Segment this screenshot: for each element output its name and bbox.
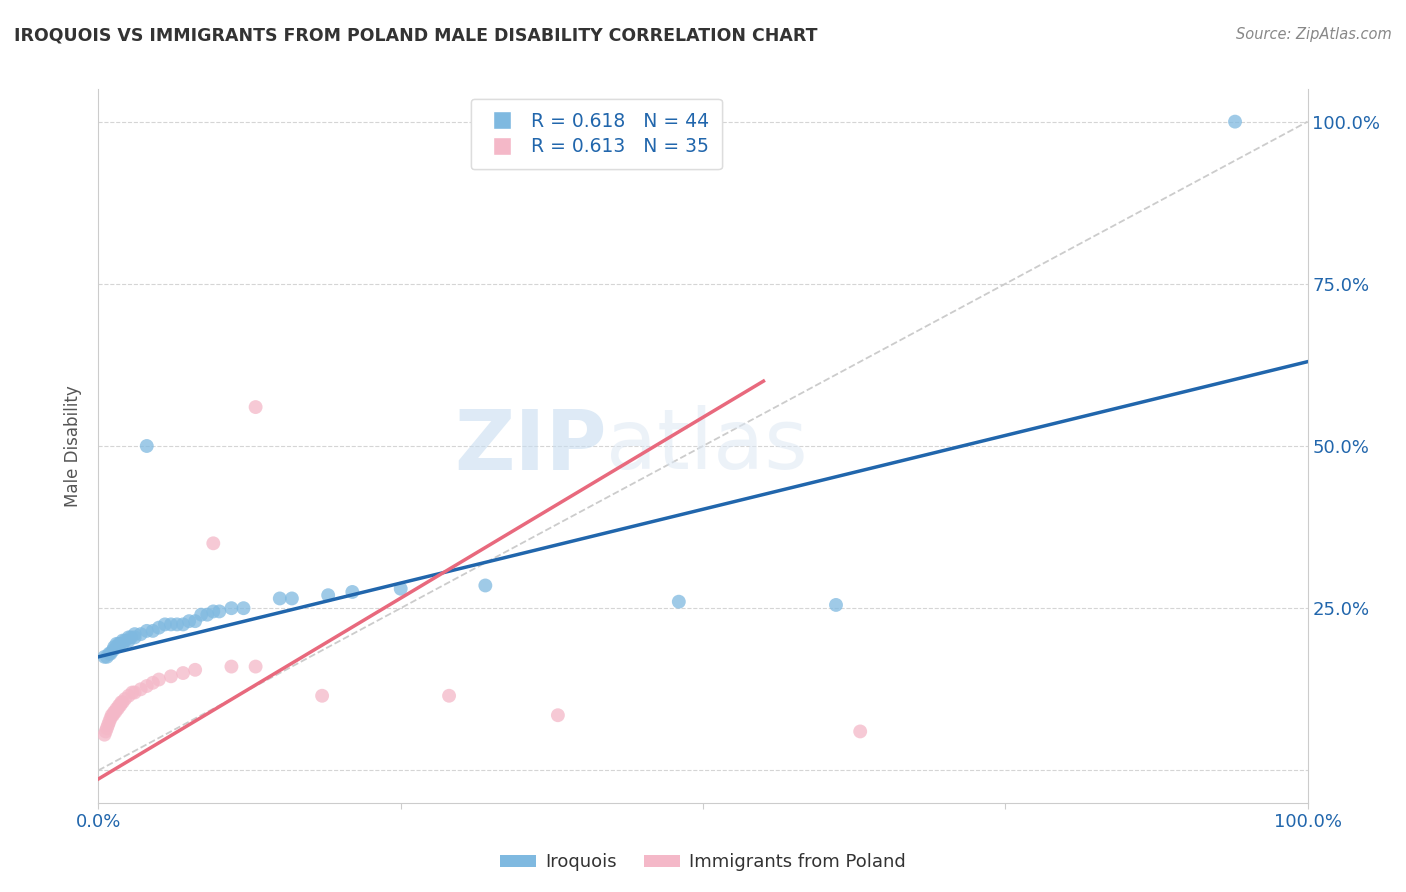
Point <box>316 588 339 602</box>
Point <box>232 601 254 615</box>
Point <box>135 624 157 638</box>
Text: Source: ZipAtlas.com: Source: ZipAtlas.com <box>1236 27 1392 42</box>
Point <box>221 601 243 615</box>
Point <box>98 714 121 729</box>
Point <box>172 666 194 681</box>
Point <box>124 685 146 699</box>
Point <box>245 659 267 673</box>
Point <box>118 633 141 648</box>
Point <box>108 637 131 651</box>
Legend: R = 0.618   N = 44, R = 0.613   N = 35: R = 0.618 N = 44, R = 0.613 N = 35 <box>471 99 721 169</box>
Point <box>208 604 231 618</box>
Point <box>166 617 188 632</box>
Point <box>103 705 125 719</box>
Point <box>97 718 120 732</box>
Point <box>135 679 157 693</box>
Point <box>547 708 569 723</box>
Point <box>437 689 460 703</box>
Point <box>121 685 143 699</box>
Point <box>108 698 131 713</box>
Point <box>105 637 128 651</box>
Point <box>104 705 127 719</box>
Text: atlas: atlas <box>606 406 808 486</box>
Point <box>100 711 122 725</box>
Point <box>389 582 412 596</box>
Point <box>184 663 207 677</box>
Point <box>93 728 115 742</box>
Point <box>124 627 146 641</box>
Point <box>110 695 132 709</box>
Point <box>221 659 243 673</box>
Point <box>195 607 218 622</box>
Point <box>148 621 170 635</box>
Legend: Iroquois, Immigrants from Poland: Iroquois, Immigrants from Poland <box>494 847 912 879</box>
Text: IROQUOIS VS IMMIGRANTS FROM POLAND MALE DISABILITY CORRELATION CHART: IROQUOIS VS IMMIGRANTS FROM POLAND MALE … <box>14 27 817 45</box>
Point <box>93 649 115 664</box>
Text: ZIP: ZIP <box>454 406 606 486</box>
Point <box>281 591 304 606</box>
Point <box>129 682 152 697</box>
Point <box>94 724 117 739</box>
Point <box>103 640 125 654</box>
Point <box>108 637 131 651</box>
Point <box>148 673 170 687</box>
Point <box>118 689 141 703</box>
Point <box>1223 114 1246 128</box>
Point <box>124 631 146 645</box>
Point <box>111 695 134 709</box>
Point <box>108 698 131 713</box>
Point <box>111 633 134 648</box>
Point <box>118 631 141 645</box>
Point <box>825 598 848 612</box>
Point <box>190 607 212 622</box>
Point <box>668 595 690 609</box>
Point <box>100 647 122 661</box>
Point <box>135 439 157 453</box>
Point <box>184 614 207 628</box>
Point <box>105 702 128 716</box>
Point <box>96 721 118 735</box>
Point <box>311 689 333 703</box>
Point <box>98 647 121 661</box>
Point <box>107 702 129 716</box>
Point <box>172 617 194 632</box>
Point <box>342 585 364 599</box>
Point <box>160 669 183 683</box>
Point <box>100 708 122 723</box>
Point <box>101 708 124 723</box>
Point <box>202 536 225 550</box>
Point <box>142 624 165 638</box>
Point <box>129 627 152 641</box>
Point <box>142 675 165 690</box>
Point <box>202 604 225 618</box>
Point <box>160 617 183 632</box>
Point <box>111 637 134 651</box>
Point <box>474 578 496 592</box>
Y-axis label: Male Disability: Male Disability <box>65 385 83 507</box>
Point <box>153 617 176 632</box>
Point <box>114 692 136 706</box>
Point <box>101 643 124 657</box>
Point <box>105 640 128 654</box>
Point <box>120 631 142 645</box>
Point <box>114 633 136 648</box>
Point <box>245 400 267 414</box>
Point <box>96 649 118 664</box>
Point <box>179 614 201 628</box>
Point <box>849 724 872 739</box>
Point <box>269 591 291 606</box>
